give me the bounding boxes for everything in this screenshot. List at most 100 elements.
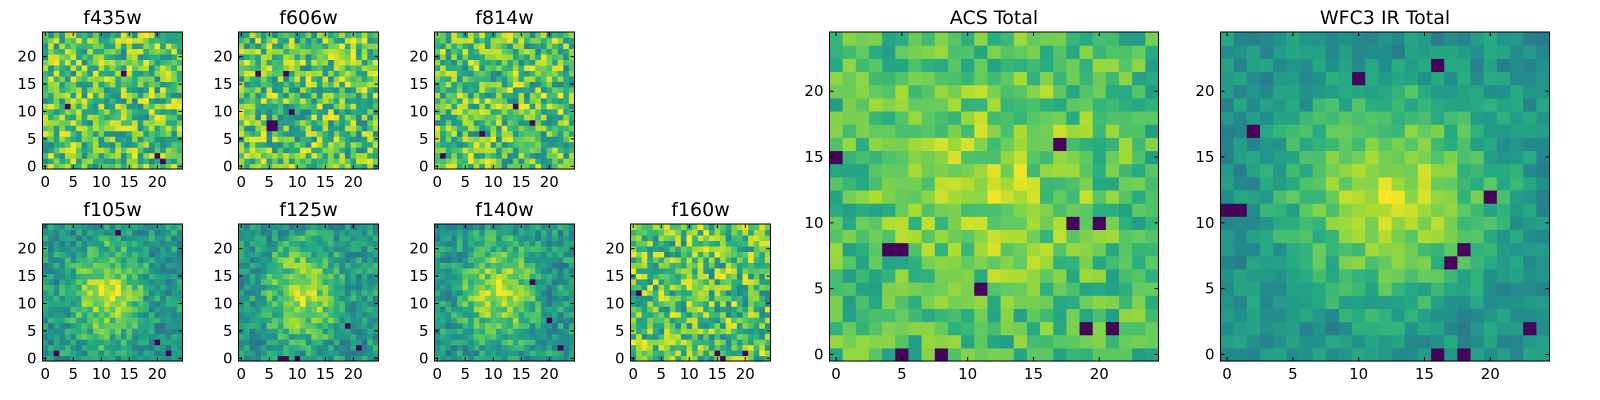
heatmap-cell bbox=[1000, 176, 1015, 191]
heatmap-cell bbox=[283, 267, 290, 274]
heatmap-cell bbox=[636, 306, 643, 313]
heatmap-cell bbox=[311, 234, 318, 242]
heatmap-cell bbox=[311, 278, 318, 285]
heatmap-cell bbox=[479, 355, 486, 362]
heatmap-cell bbox=[260, 322, 268, 329]
heatmap-cell bbox=[372, 311, 380, 318]
heatmap-cell bbox=[98, 350, 105, 357]
heatmap-cell bbox=[277, 119, 284, 126]
heatmap-cell bbox=[339, 344, 346, 351]
heatmap-cell bbox=[98, 322, 105, 329]
heatmap-cell bbox=[59, 284, 66, 291]
heatmap-cell bbox=[496, 350, 503, 357]
heatmap-cell bbox=[518, 130, 525, 137]
heatmap-cell bbox=[316, 322, 324, 329]
heatmap-cell bbox=[641, 295, 648, 302]
heatmap-cell bbox=[451, 344, 458, 351]
heatmap-cell bbox=[356, 229, 363, 236]
heatmap-cell bbox=[947, 268, 962, 283]
heatmap-cell bbox=[260, 64, 268, 71]
heatmap-cell bbox=[921, 189, 936, 204]
heatmap-cell bbox=[132, 240, 139, 247]
heatmap-cell bbox=[42, 262, 49, 269]
heatmap-cell bbox=[115, 163, 122, 170]
heatmap-cell bbox=[53, 103, 60, 110]
heatmap-cell bbox=[283, 119, 290, 126]
heatmap-cell bbox=[490, 130, 497, 137]
heatmap-cell bbox=[882, 255, 896, 270]
heatmap-cell bbox=[70, 344, 77, 351]
heatmap-cell bbox=[64, 234, 72, 242]
heatmap-cell bbox=[249, 339, 256, 346]
y-tick-label: 5 bbox=[223, 130, 233, 148]
heatmap-cell bbox=[367, 289, 374, 296]
heatmap-cell bbox=[328, 37, 335, 44]
heatmap-cell bbox=[249, 245, 256, 252]
heatmap-cell bbox=[171, 333, 178, 340]
heatmap-cell bbox=[563, 64, 570, 71]
heatmap-cell bbox=[59, 103, 66, 110]
y-tick-label: 15 bbox=[17, 267, 36, 285]
heatmap-cell bbox=[339, 300, 346, 307]
heatmap-cell bbox=[479, 53, 486, 60]
heatmap-cell bbox=[143, 103, 150, 110]
heatmap-cell bbox=[552, 114, 559, 121]
heatmap-cell bbox=[451, 97, 458, 104]
heatmap-cell bbox=[961, 203, 975, 217]
heatmap-cell bbox=[266, 53, 273, 60]
heatmap-cell bbox=[708, 311, 716, 318]
heatmap-cell bbox=[692, 278, 699, 285]
heatmap-cell bbox=[356, 108, 363, 115]
heatmap-cell bbox=[529, 92, 536, 99]
heatmap-cell bbox=[294, 103, 301, 110]
heatmap-cell bbox=[249, 48, 256, 55]
heatmap-cell bbox=[160, 311, 167, 318]
heatmap-cell bbox=[154, 86, 161, 93]
heatmap-cell bbox=[468, 273, 475, 280]
heatmap-cell bbox=[468, 344, 475, 351]
heatmap-cell bbox=[974, 282, 989, 296]
heatmap-cell bbox=[132, 256, 139, 263]
heatmap-cell bbox=[934, 176, 949, 191]
heatmap-cell bbox=[272, 32, 279, 39]
heatmap-cell bbox=[255, 289, 262, 296]
heatmap-cell bbox=[725, 278, 732, 285]
heatmap-cell bbox=[557, 284, 564, 291]
heatmap-cell bbox=[316, 245, 324, 252]
heatmap-cell bbox=[64, 229, 72, 236]
heatmap-cell bbox=[288, 119, 296, 126]
heatmap-cell bbox=[120, 59, 128, 66]
heatmap-cell bbox=[81, 119, 88, 126]
heatmap-cell bbox=[748, 234, 755, 242]
heatmap-cell bbox=[76, 262, 83, 269]
heatmap-cell bbox=[344, 48, 352, 55]
heatmap-cell bbox=[87, 81, 94, 88]
heatmap-cell bbox=[484, 64, 492, 71]
heatmap-cell bbox=[568, 317, 576, 324]
heatmap-cell bbox=[372, 75, 380, 82]
heatmap-cell bbox=[260, 333, 268, 340]
heatmap-cell bbox=[664, 256, 671, 263]
heatmap-cell bbox=[764, 240, 772, 247]
heatmap-cell bbox=[64, 136, 72, 143]
heatmap-cell bbox=[53, 114, 60, 121]
heatmap-cell bbox=[64, 317, 72, 324]
heatmap-cell bbox=[490, 234, 497, 242]
heatmap-cell bbox=[456, 317, 464, 324]
heatmap-cell bbox=[277, 32, 284, 39]
heatmap-cell bbox=[288, 339, 296, 346]
heatmap-cell bbox=[81, 229, 88, 236]
heatmap-cell bbox=[137, 273, 144, 280]
heatmap-cell bbox=[328, 163, 335, 170]
heatmap-cell bbox=[753, 306, 760, 313]
heatmap-cell bbox=[171, 273, 178, 280]
heatmap-cell bbox=[305, 75, 312, 82]
heatmap-cell bbox=[294, 311, 301, 318]
heatmap-cell bbox=[356, 81, 363, 88]
heatmap-cell bbox=[512, 152, 520, 159]
heatmap-cell bbox=[473, 311, 480, 318]
heatmap-cell bbox=[42, 306, 49, 313]
heatmap-cell bbox=[934, 242, 949, 257]
panel-title: f814w bbox=[475, 7, 534, 29]
heatmap-cell bbox=[680, 322, 688, 329]
